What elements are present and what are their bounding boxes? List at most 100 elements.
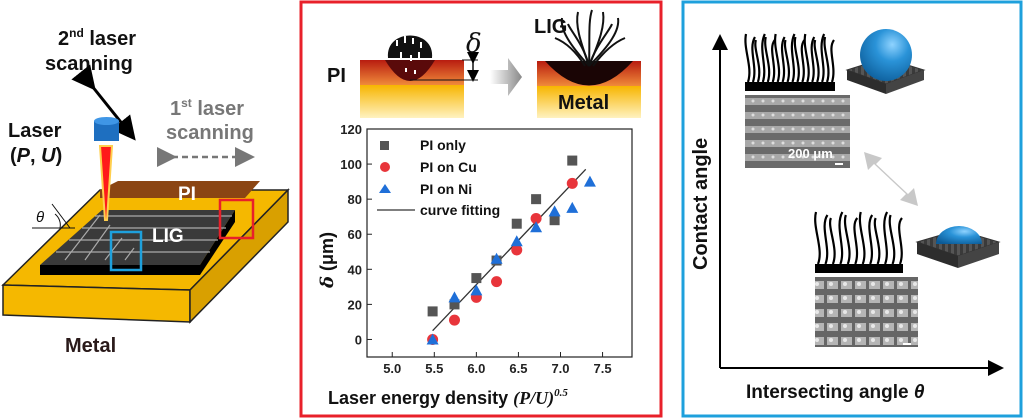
point-pi-only [567,155,578,166]
scale-bar-top [835,163,843,165]
point-pi-on-ni [510,235,523,247]
fiber [764,36,771,83]
x-tick-label: 5.0 [383,361,401,376]
fiber [793,36,800,83]
point-pi-on-ni [548,205,561,217]
fiber [771,39,776,83]
left-panel-schematic: 2nd laser scanning 1st laser scanning La… [1,26,290,357]
right-panel-frame [681,0,1023,418]
data-marks [426,155,596,345]
metal-front-face [2,284,191,323]
x-tick-label: 7.5 [594,361,612,376]
ablation-zone-left [385,60,435,81]
second-scan-arrow [71,64,136,141]
double-arrow-icon [864,152,918,206]
point-pi-on-cu [491,276,503,288]
fiber [898,217,903,265]
legend-label-fit: curve fitting [420,202,500,218]
contact-angle-label: Contact angle [690,138,712,270]
second-scan-label: 2nd laser [58,26,136,50]
fiber [868,214,874,265]
sem-image-crossed [815,277,918,347]
x-tick-label: 7.0 [551,361,569,376]
scale-bar-bottom [903,343,911,345]
fiber [783,39,791,83]
x-axis-label: Laser energy density (P/U)0.5 [328,387,568,409]
lig-fibers-right [554,9,626,67]
point-pi-on-ni [426,333,439,345]
blue-highlight-box [109,230,143,272]
point-pi-only [511,218,522,229]
legend: PI only PI on Cu PI on Ni curve fitting [377,137,500,218]
point-pi-only [471,273,482,284]
fiber [828,217,836,265]
delta-label: δ [466,29,482,59]
lig-dome-left [387,35,433,58]
y-tick-label: 80 [348,192,362,207]
first-scan-label-line2: scanning [166,122,254,144]
pi-label: PI [178,184,196,205]
x-tick-label: 6.0 [467,361,485,376]
point-pi-only [449,299,460,310]
fiber [810,36,816,83]
legend-label-pi-on-cu: PI on Cu [420,159,477,175]
fiber [830,39,835,83]
fiber [800,39,806,83]
laser-head-top [94,117,119,125]
red-highlight-box [218,198,255,240]
laser-scan-lines [56,214,232,261]
lig-side-face [200,210,235,275]
fiber [790,33,796,83]
first-scan-label: 1st laser [170,96,244,120]
legend-marker-pi-only [380,141,389,150]
fiber [754,39,761,83]
fiber [853,217,859,265]
fiber [823,214,829,265]
lig-base-bottom [815,264,903,273]
lig-flakes-left [396,36,422,74]
lig-base-top [745,82,835,91]
ablation-zone-right [545,61,633,86]
laser-label: Laser [8,120,62,142]
fiber [814,211,821,265]
fiber [751,36,756,83]
theta-angle-arc [51,203,71,229]
water-droplet-low-contact [936,226,982,244]
grooved-substrate-side [847,70,886,94]
y-tick-label: 60 [348,227,362,242]
y-tick-label: 120 [340,122,362,137]
legend-marker-pi-on-ni [379,184,391,193]
y-ticks: 0 20 40 60 80 100 120 [340,122,372,347]
fiber [813,39,820,83]
y-tick-label: 20 [348,297,362,312]
lig-fibers-sparse [814,211,903,265]
transition-arrow-icon [490,58,522,96]
point-pi-only [531,194,542,205]
fiber [803,33,810,83]
point-pi-on-cu [530,212,542,224]
metal-label: Metal [65,335,116,357]
legend-marker-pi-on-cu [380,162,390,172]
legend-label-pi-on-ni: PI on Ni [420,181,472,197]
laser-beam [98,145,114,221]
sem-image-parallel [745,95,850,168]
scale-bar-label: 200 μm [788,146,833,161]
fiber [761,33,766,83]
point-pi-on-ni [566,201,579,213]
second-scan-label-line2: scanning [45,53,133,75]
grid-substrate-side2 [958,242,999,268]
laser-head-icon [94,121,119,141]
point-pi-on-ni [583,175,596,187]
y-tick-label: 0 [355,332,362,347]
metal-side-face [189,188,289,324]
right-panel-wettability: Contact angle Intersecting angle θ 200 μ… [690,29,1004,403]
point-pi-on-ni [530,221,543,233]
lig-label: LIG [152,226,184,247]
point-pi-on-ni [448,291,461,303]
legend-label-pi-only: PI only [420,137,466,153]
grid-substrate-side [917,242,958,268]
theta-label: θ [36,209,44,226]
point-pi-only [427,306,438,317]
lig-fibers-dense [744,33,835,83]
